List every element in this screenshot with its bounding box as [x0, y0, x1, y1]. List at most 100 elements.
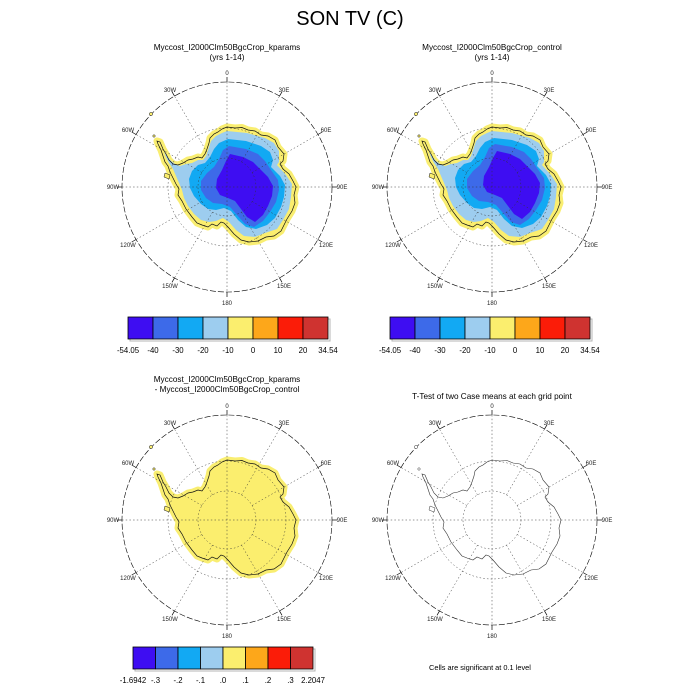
colorbar-tick-label: 34.54: [580, 346, 600, 355]
lon-label: 30W: [164, 88, 177, 94]
colorbar-tick-label: 34.54: [318, 346, 338, 355]
colorbar-tick-label: -.3: [151, 676, 160, 685]
figure-title: SON TV (C): [296, 8, 404, 30]
lon-label: 120W: [385, 243, 401, 249]
colorbar-tick-label: 2.2047: [301, 676, 325, 685]
panel-diff-title-line2: - Myccost_I2000Clm50BgcCrop_control: [154, 384, 300, 394]
lon-label: 90W: [372, 185, 385, 191]
compass-labels: 0 30E 60E 90E 120E 150E 180 150W 120W 90…: [372, 404, 613, 640]
colorbar-tick-label: -30: [172, 346, 184, 355]
colorbar-cell: [464, 316, 491, 340]
colorbar-cell: [202, 316, 229, 340]
lon-label: 60W: [122, 461, 135, 467]
panel-diff-title-line1: Myccost_I2000Clm50BgcCrop_kparams: [153, 375, 301, 384]
colorbar-tick-label: .3: [287, 676, 294, 685]
colorbar-cell: [439, 316, 466, 340]
colorbar-kparams: -54.05 -40 -30 -20 -10 0 10 20 34.54: [117, 316, 338, 355]
lon-label: 30W: [429, 421, 442, 427]
map-kparams: 0 30E 60E 90E 120E 150E 180 150W 120W 90…: [107, 71, 348, 307]
colorbar-cell: [302, 316, 329, 340]
colorbar-tick-label: 10: [274, 346, 283, 355]
map-control: 0 30E 60E 90E 120E 150E 180 150W 120W 90…: [372, 71, 613, 307]
lon-label: 180: [487, 301, 498, 307]
lon-label: 150W: [427, 284, 443, 290]
colorbar-control: -54.05 -40 -30 -20 -10 0 10 20 34.54: [379, 316, 600, 355]
lon-label: 120E: [319, 243, 333, 249]
colorbar-cell: [489, 316, 516, 340]
colorbar-tick-label: -54.05: [117, 346, 140, 355]
latlon-grid: [381, 409, 603, 631]
lon-label: 90E: [602, 185, 613, 191]
lon-label: 120E: [319, 576, 333, 582]
lon-label: 60W: [122, 128, 135, 134]
lon-label: 0: [225, 404, 229, 410]
colorbar-tick-label: -40: [409, 346, 421, 355]
lon-label: 0: [490, 404, 494, 410]
lon-label: 30E: [279, 421, 290, 427]
lon-label: 180: [222, 634, 233, 640]
colorbar-tick-label: 20: [561, 346, 570, 355]
lon-label: 150E: [277, 284, 291, 290]
colorbar-cell: [177, 646, 201, 670]
lon-label: 90W: [372, 518, 385, 524]
panel-kparams-title-line1: Myccost_I2000Clm50BgcCrop_kparams: [153, 43, 301, 52]
colorbar-cell: [200, 646, 224, 670]
lon-label: 150W: [427, 617, 443, 623]
colorbar-cells: [132, 646, 314, 670]
colorbar-tick-label: -.2: [173, 676, 182, 685]
colorbar-cell: [389, 316, 416, 340]
colorbar-cells: [127, 316, 329, 340]
lon-label: 120E: [584, 243, 598, 249]
lon-label: 60E: [321, 128, 332, 134]
lon-label: 150W: [162, 284, 178, 290]
colorbar-tick-label: -.1: [196, 676, 205, 685]
lon-label: 60E: [586, 461, 597, 467]
lon-label: 0: [225, 71, 229, 77]
colorbar-labels: -1.6942 -.3 -.2 -.1 .0 .1 .2 .3 2.2047: [120, 676, 325, 685]
lon-label: 150E: [542, 284, 556, 290]
panel-control-title-line2: (yrs 1-14): [474, 52, 510, 62]
lon-label: 120W: [120, 576, 136, 582]
colorbar-cell: [514, 316, 541, 340]
colorbar-cell: [132, 646, 156, 670]
colorbar-tick-label: 0: [513, 346, 518, 355]
colorbar-tick-label: 20: [299, 346, 308, 355]
panel-control-title-line1: Myccost_I2000Clm50BgcCrop_control: [422, 43, 562, 52]
lon-label: 30E: [544, 88, 555, 94]
colorbar-tick-label: .2: [265, 676, 272, 685]
colorbar-tick-label: -20: [197, 346, 209, 355]
lon-label: 90E: [602, 518, 613, 524]
diff-band-yellow: [157, 460, 296, 575]
colorbar-tick-label: -10: [222, 346, 234, 355]
lon-label: 60E: [586, 128, 597, 134]
lon-label: 150E: [277, 617, 291, 623]
lon-label: 150E: [542, 617, 556, 623]
lon-label: 120W: [385, 576, 401, 582]
colorbar-cells: [389, 316, 591, 340]
map-ttest: 0 30E 60E 90E 120E 150E 180 150W 120W 90…: [372, 404, 613, 640]
lon-label: 150W: [162, 617, 178, 623]
lon-label: 30W: [429, 88, 442, 94]
panel-kparams-title: Myccost_I2000Clm50BgcCrop_kparams (yrs 1…: [67, 43, 387, 62]
colorbar-tick-label: .1: [242, 676, 249, 685]
colorbar-tick-label: 10: [536, 346, 545, 355]
lon-label: 30E: [279, 88, 290, 94]
panel-kparams-title-line2: (yrs 1-14): [209, 52, 245, 62]
compass-labels: 0 30E 60E 90E 120E 150E 180 150W 120W 90…: [107, 404, 348, 640]
ttest-note: Cells are significant at 0.1 level: [429, 663, 531, 672]
panel-ttest-title-line1: T-Test of two Case means at each grid po…: [412, 392, 572, 401]
colorbar-cell: [155, 646, 179, 670]
continent-fill: [422, 460, 561, 575]
lon-label: 60E: [321, 461, 332, 467]
map-difference: 0 30E 60E 90E 120E 150E 180 150W 120W 90…: [107, 404, 348, 640]
lon-label: 120E: [584, 576, 598, 582]
colorbar-cell: [222, 646, 246, 670]
lon-label: 0: [490, 71, 494, 77]
colorbar-tick-label: -40: [147, 346, 159, 355]
compass-labels: 0 30E 60E 90E 120E 150E 180 150W 120W 90…: [372, 71, 613, 307]
colorbar-cell: [127, 316, 154, 340]
colorbar-tick-label: -1.6942: [120, 676, 146, 685]
colorbar-cell: [267, 646, 291, 670]
colorbar-cell: [252, 316, 279, 340]
